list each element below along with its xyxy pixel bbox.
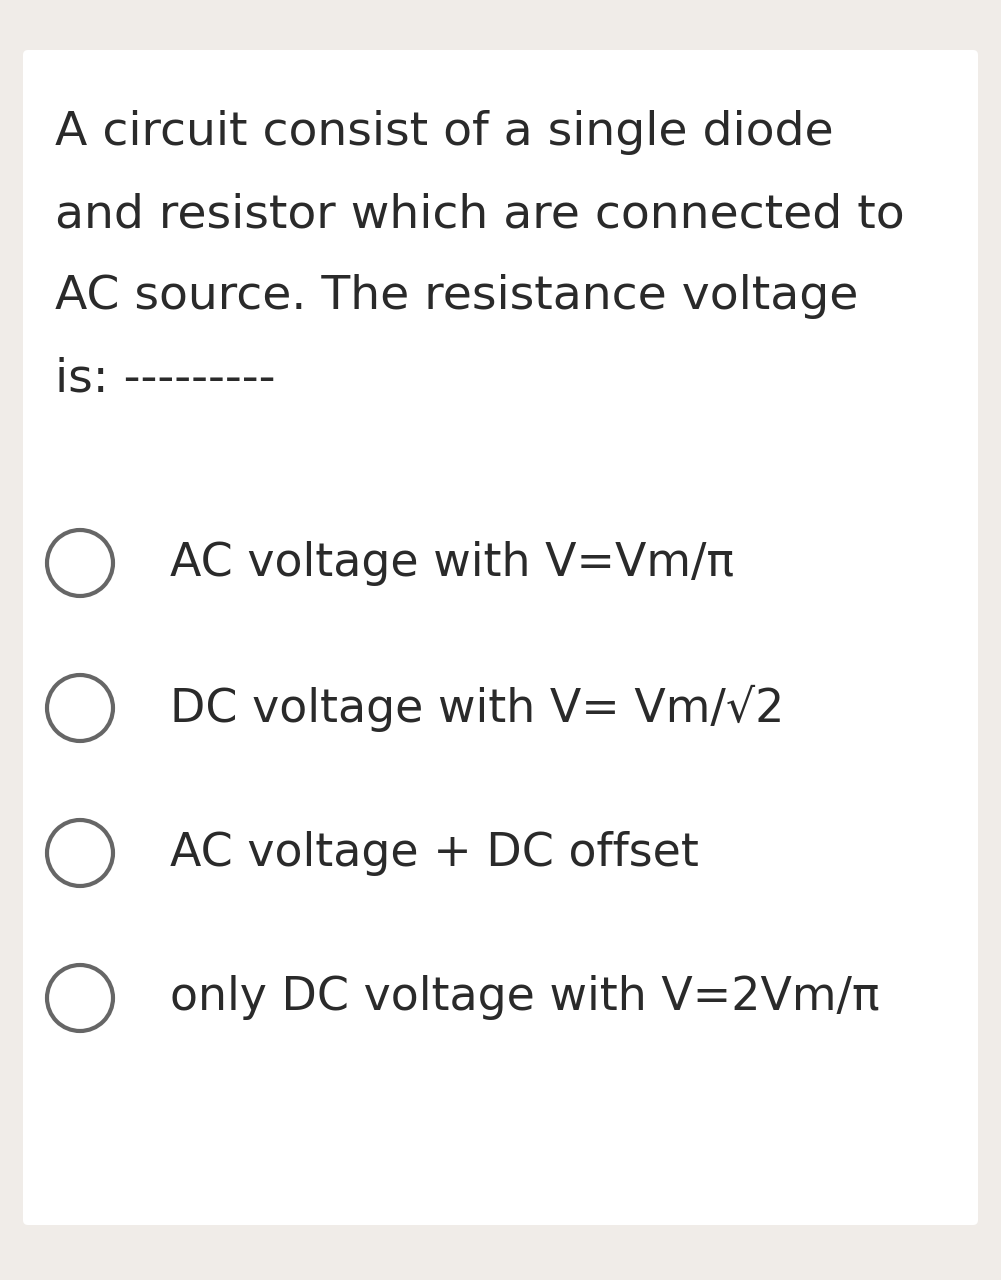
Text: and resistor which are connected to: and resistor which are connected to (55, 192, 905, 237)
Text: DC voltage with V= Vm/√2: DC voltage with V= Vm/√2 (170, 685, 785, 732)
Text: AC voltage with V=Vm/π: AC voltage with V=Vm/π (170, 540, 734, 585)
FancyBboxPatch shape (23, 50, 978, 1225)
Text: is: ---------: is: --------- (55, 356, 275, 401)
Text: A circuit consist of a single diode: A circuit consist of a single diode (55, 110, 834, 155)
Text: AC source. The resistance voltage: AC source. The resistance voltage (55, 274, 859, 319)
Text: only DC voltage with V=2Vm/π: only DC voltage with V=2Vm/π (170, 975, 880, 1020)
Text: AC voltage + DC offset: AC voltage + DC offset (170, 831, 699, 876)
